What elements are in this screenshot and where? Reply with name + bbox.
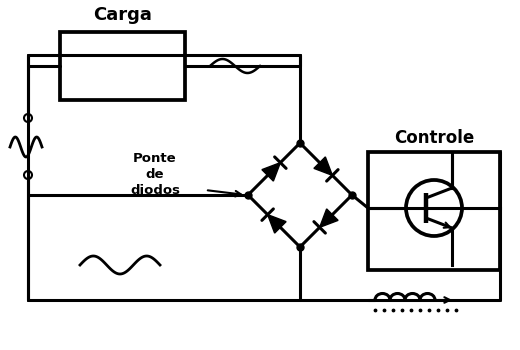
Polygon shape bbox=[262, 163, 280, 181]
Polygon shape bbox=[268, 215, 286, 233]
Polygon shape bbox=[320, 209, 338, 228]
Bar bbox=[368, 152, 500, 270]
Text: Ponte
de
diodos: Ponte de diodos bbox=[130, 153, 180, 197]
Text: Carga: Carga bbox=[93, 6, 152, 24]
Polygon shape bbox=[314, 157, 332, 175]
Bar bbox=[60, 32, 185, 100]
Text: Controle: Controle bbox=[394, 129, 474, 147]
